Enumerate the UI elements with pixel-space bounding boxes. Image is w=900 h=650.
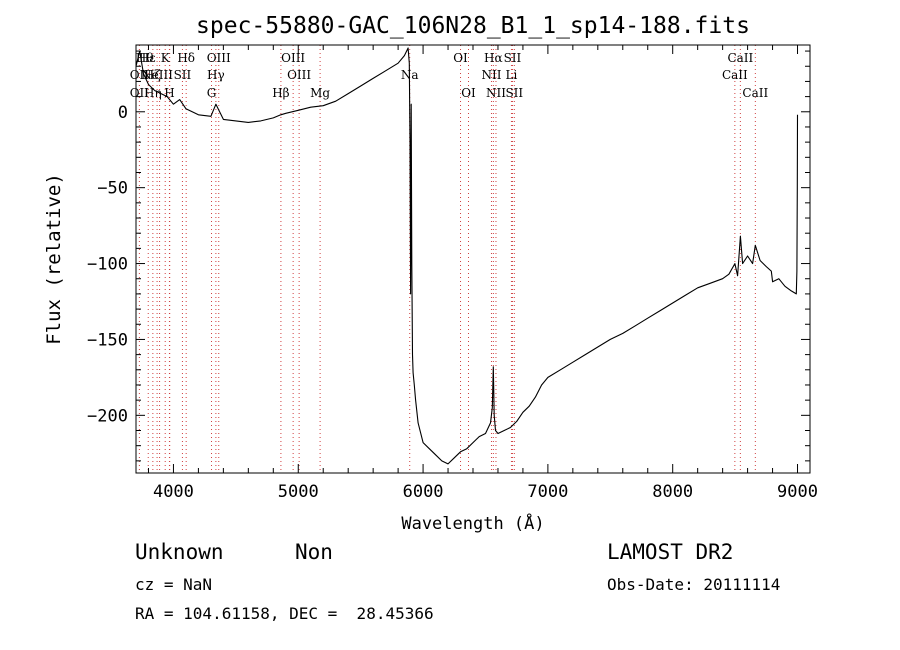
- line-label-26: OI: [461, 86, 476, 100]
- line-label-2: K: [161, 51, 171, 65]
- y-tick-label-2: −100: [87, 255, 128, 275]
- y-tick-label-3: −150: [87, 330, 128, 350]
- line-label-21: Hη: [144, 86, 162, 100]
- spectrum-line: [135, 47, 799, 465]
- line-label-19: CaII: [722, 68, 748, 82]
- line-label-16: Na: [401, 68, 419, 82]
- line-label-25: Mg: [310, 86, 330, 100]
- line-label-15: OIII: [287, 68, 311, 82]
- line-label-3: Hδ: [177, 51, 195, 65]
- survey-label: LAMOST DR2: [607, 540, 734, 564]
- x-axis-label: Wavelength (Å): [401, 512, 544, 534]
- line-label-1: Hε: [139, 51, 156, 65]
- line-label-18: Li: [506, 68, 518, 82]
- spectrum-chart: 4000 5000 6000 7000 8000 9000 0 −50 −100 −150 −200…: [43, 13, 818, 534]
- chart-title: spec-55880-GAC_106N28_B1_1_sp14-188.fits: [196, 13, 750, 39]
- line-label-10: OII: [130, 68, 150, 82]
- line-label-13: SII: [174, 68, 192, 82]
- plot-layer: 4000 5000 6000 7000 8000 9000 0 −50 −100 −150 −200…: [43, 13, 818, 534]
- line-label-5: OIII: [281, 51, 305, 65]
- x-tick-label-5: 9000: [777, 482, 818, 502]
- line-label-22: H: [164, 86, 174, 100]
- line-label-24: Hβ: [272, 86, 289, 100]
- y-tick-label-0: 0: [118, 103, 128, 123]
- line-label-12: NeIII: [141, 68, 173, 82]
- object-class-label: Unknown: [135, 540, 224, 564]
- x-tick-label-2: 6000: [403, 482, 444, 502]
- line-label-7: Hα: [484, 51, 503, 65]
- x-tick-label-1: 5000: [278, 482, 319, 502]
- line-label-11: Hζ: [144, 68, 161, 82]
- line-label-9: CaII: [727, 51, 753, 65]
- obs-date-label: Obs-Date: 20111114: [607, 575, 781, 594]
- line-label-4: OIII: [207, 51, 231, 65]
- x-tick-label-0: 4000: [153, 482, 194, 502]
- ra-dec-label: RA = 104.61158, DEC = 28.45366: [135, 604, 434, 623]
- redshift-label: cz = NaN: [135, 575, 213, 594]
- line-label-27: NII: [486, 86, 506, 100]
- line-label-29: CaII: [742, 86, 768, 100]
- y-tick-label-1: −50: [97, 179, 128, 199]
- line-label-0: Hθ: [136, 51, 154, 65]
- x-tick-label-4: 8000: [652, 482, 693, 502]
- line-label-17: NII: [481, 68, 501, 82]
- y-tick-label-4: −200: [87, 406, 128, 426]
- object-subclass-label: Non: [295, 540, 333, 564]
- line-label-14: Hγ: [207, 68, 225, 82]
- line-label-6: OI: [453, 51, 468, 65]
- y-axis-label: Flux (relative): [43, 173, 65, 345]
- line-label-28: SII: [505, 86, 523, 100]
- line-label-20: OII: [130, 86, 150, 100]
- line-label-23: G: [207, 86, 217, 100]
- plot-frame: [135, 44, 811, 474]
- line-label-8: SII: [504, 51, 522, 65]
- x-tick-label-3: 7000: [527, 482, 568, 502]
